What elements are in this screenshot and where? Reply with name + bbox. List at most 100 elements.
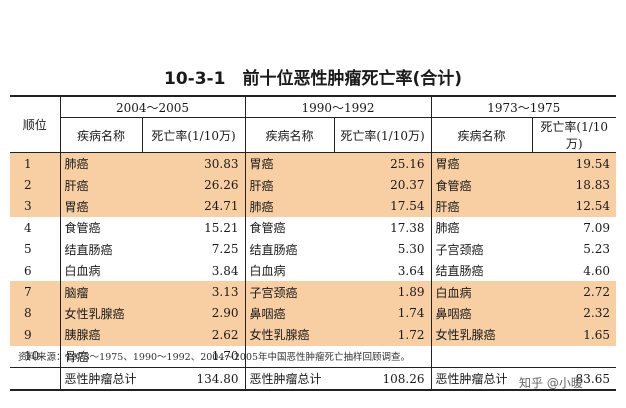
rate-cell-2004: 2.62 (142, 324, 245, 346)
rank-cell: 1 (10, 152, 60, 175)
table-row: 9 胰腺癌 2.62 女性乳腺癌 1.72 女性乳腺癌 1.65 (10, 324, 616, 346)
disease-cell-1973: 肝癌 (430, 195, 532, 218)
rate-cell-1990: 25.16 (334, 152, 431, 175)
disease-cell-1973 (430, 345, 532, 368)
table-row: 2 肝癌 26.26 肝癌 20.37 食管癌 18.83 (10, 174, 616, 196)
rate-cell-1973: 4.60 (583, 263, 610, 278)
footnote: 资料来源：1973～1975、1990～1992、2004～2005年中国恶性肿… (18, 352, 411, 363)
disease-cell-1990: 鼻咽癌 (244, 302, 334, 325)
disease-cell-2004: 脑瘤 (59, 281, 142, 303)
rate-cell-1973 (532, 346, 616, 368)
rate-cell-2004: 26.26 (142, 174, 245, 196)
rank-cell: 9 (10, 324, 60, 346)
table-title: 10-3-1 前十位恶性肿瘤死亡率(合计) (164, 69, 462, 89)
rate-cell-2004: 7.25 (211, 242, 239, 257)
rate-cell-2004: 1.70 (211, 349, 239, 364)
disease-cell-1990: 肺癌 (244, 195, 334, 218)
rate-cell-2004: 24.71 (142, 195, 245, 218)
disease-header: 疾病名称 (430, 117, 532, 153)
disease-cell-1973: 白血病 (430, 281, 532, 303)
table-row: 5 结直肠癌 7.25 结直肠癌 5.30 子宫颈癌 5.23 (10, 238, 616, 260)
rank-cell: 4 (24, 220, 32, 235)
total-label: 恶性肿瘤总计 (430, 366, 532, 392)
disease-cell-1973: 鼻咽癌 (430, 302, 532, 325)
disease-cell-2004: 结直肠癌 (59, 238, 142, 260)
rate-cell-1990: 1.74 (334, 302, 431, 325)
rate-cell-1990: 1.72 (334, 324, 431, 346)
disease-cell-2004: 肺癌 (59, 152, 142, 175)
disease-header: 疾病名称 (59, 117, 142, 153)
disease-cell-1973: 胃癌 (430, 152, 532, 175)
rate-cell-2004: 3.84 (211, 263, 239, 278)
rate-cell-1973: 1.65 (532, 324, 616, 346)
rate-cell-2004: 2.90 (142, 302, 245, 325)
disease-cell-1990: 结直肠癌 (244, 238, 334, 260)
table-body: 1 肺癌 30.83 胃癌 25.16 胃癌 19.54 2 肝癌 26.26 肝癌 20.37 食管癌… (10, 152, 616, 392)
table-row: 7 脑瘤 3.13 子宫颈癌 1.89 白血病 2.72 (10, 281, 616, 303)
disease-cell-1990: 胃癌 (244, 152, 334, 175)
table-row: 1 肺癌 30.83 胃癌 25.16 胃癌 19.54 (10, 152, 616, 175)
rate-cell-2004: 30.83 (142, 152, 245, 175)
rank-cell: 2 (10, 174, 60, 196)
rate-cell-1990: 3.64 (397, 263, 425, 278)
rate-cell-1990: 20.37 (334, 174, 431, 196)
disease-cell-2004: 胃癌 (59, 195, 142, 218)
disease-cell-2004: 胰腺癌 (59, 324, 142, 346)
table-row: 10 骨癌 1.70 (10, 345, 616, 368)
disease-header: 疾病名称 (244, 117, 334, 153)
table-row: 4 食管癌 15.21 食管癌 17.38 肺癌 7.09 (10, 217, 616, 239)
rank-cell: 10 (24, 349, 40, 364)
total-rate-2004: 134.80 (142, 366, 245, 392)
rate-cell-1990: 17.54 (334, 195, 431, 218)
total-rate-1973: 83.65 (532, 366, 616, 392)
rate-cell-1973: 2.32 (532, 302, 616, 325)
disease-cell-1990: 白血病 (244, 259, 334, 282)
disease-cell-1973: 结直肠癌 (430, 259, 532, 282)
disease-cell-2004: 女性乳腺癌 (59, 302, 142, 325)
total-row: 恶性肿瘤总计 134.80 恶性肿瘤总计 108.26 恶性肿瘤总计 83.65 (10, 366, 616, 392)
rate-cell-1990: 17.38 (390, 220, 425, 235)
table-row: 3 胃癌 24.71 肺癌 17.54 肝癌 12.54 (10, 195, 616, 218)
disease-cell-1990: 食管癌 (244, 217, 334, 239)
cancer-mortality-table: 顺位 2004～2005 1990～1992 1973～1975 疾病名称 死亡… (10, 95, 616, 392)
rank-cell: 6 (24, 263, 32, 278)
rank-cell: 8 (10, 302, 60, 325)
period-header-1973: 1973～1975 (430, 95, 616, 118)
disease-cell-1990: 肝癌 (244, 174, 334, 196)
disease-cell-1973: 子宫颈癌 (430, 238, 532, 260)
rate-header: 死亡率(1/10万) (333, 117, 431, 153)
rank-header: 顺位 (10, 95, 60, 153)
total-rate-1990: 108.26 (334, 366, 431, 392)
disease-cell-2004: 白血病 (59, 259, 142, 282)
rate-cell-2004: 15.21 (204, 220, 239, 235)
disease-cell-1990: 女性乳腺癌 (244, 324, 334, 346)
disease-cell-1973: 食管癌 (430, 174, 532, 196)
rate-cell-1973: 12.54 (532, 195, 616, 218)
period-header-1990: 1990～1992 (244, 95, 431, 118)
rank-cell: 7 (10, 281, 60, 303)
rate-cell-1990: 1.89 (334, 281, 431, 303)
total-label: 恶性肿瘤总计 (244, 366, 334, 392)
total-label: 恶性肿瘤总计 (59, 366, 142, 392)
rank-cell (10, 366, 60, 392)
disease-cell-1990: 子宫颈癌 (244, 281, 334, 303)
rate-cell-1990: 5.30 (397, 242, 425, 257)
disease-cell-2004: 食管癌 (59, 217, 142, 239)
table-row: 8 女性乳腺癌 2.90 鼻咽癌 1.74 鼻咽癌 2.32 (10, 302, 616, 325)
rate-cell-1973: 2.72 (532, 281, 616, 303)
disease-cell-2004: 肝癌 (59, 174, 142, 196)
rank-cell: 5 (24, 242, 32, 257)
rate-cell-1973: 18.83 (532, 174, 616, 196)
disease-cell-1973: 女性乳腺癌 (430, 324, 532, 346)
disease-cell-2004: 骨癌 (59, 345, 142, 368)
disease-cell-1990 (244, 345, 334, 368)
table-row: 6 白血病 3.84 白血病 3.64 结直肠癌 4.60 (10, 259, 616, 282)
period-header-2004: 2004～2005 (59, 95, 245, 118)
rate-header: 死亡率(1/10万) (141, 117, 245, 153)
rate-cell-1973: 19.54 (532, 152, 616, 175)
rate-header: 死亡率(1/10万) (531, 117, 616, 153)
rank-cell: 3 (10, 195, 60, 218)
rate-cell-1973: 7.09 (583, 220, 610, 235)
rate-cell-1973: 5.23 (583, 242, 610, 257)
disease-cell-1973: 肺癌 (430, 217, 532, 239)
